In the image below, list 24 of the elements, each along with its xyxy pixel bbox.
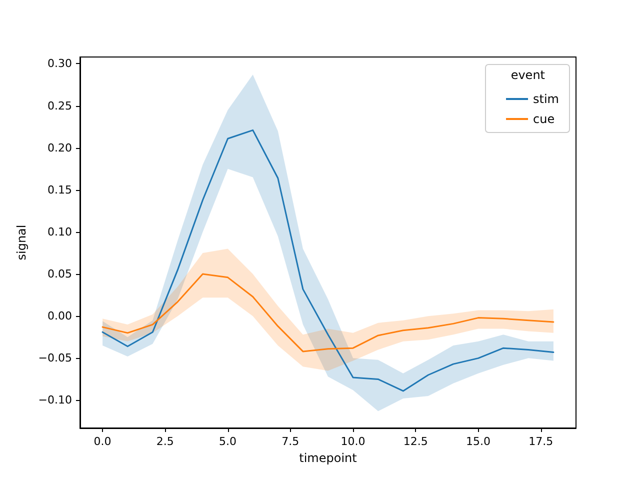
- x-tick-label: 0.0: [94, 435, 112, 448]
- x-tick-label: 15.0: [466, 435, 491, 448]
- y-tick-label: 0.10: [48, 225, 72, 238]
- x-tick-label: 5.0: [219, 435, 237, 448]
- y-tick-label: 0.00: [48, 310, 72, 323]
- line-series: [102, 273, 554, 352]
- y-tick-label: 0.30: [48, 57, 72, 70]
- y-tick-label: −0.05: [38, 352, 72, 365]
- y-tick-label: −0.10: [38, 394, 72, 407]
- x-axis-title: timepoint: [299, 450, 358, 465]
- line-series: [102, 129, 554, 392]
- legend-title: event: [510, 68, 546, 82]
- y-tick-label: 0.15: [48, 183, 72, 196]
- y-axis-title: signal: [14, 224, 28, 260]
- y-tick-label: 0.20: [48, 141, 72, 154]
- x-tick-label: 2.5: [156, 435, 174, 448]
- y-tick-label: 0.05: [48, 268, 72, 281]
- x-tick-label: 7.5: [282, 435, 300, 448]
- y-tick-label: 0.25: [48, 99, 72, 112]
- x-tick-label: 12.5: [403, 435, 428, 448]
- legend-label: cue: [533, 112, 555, 126]
- legend-label: stim: [533, 92, 560, 106]
- x-tick-label: 17.5: [528, 435, 554, 448]
- x-tick-label: 10.0: [340, 435, 366, 448]
